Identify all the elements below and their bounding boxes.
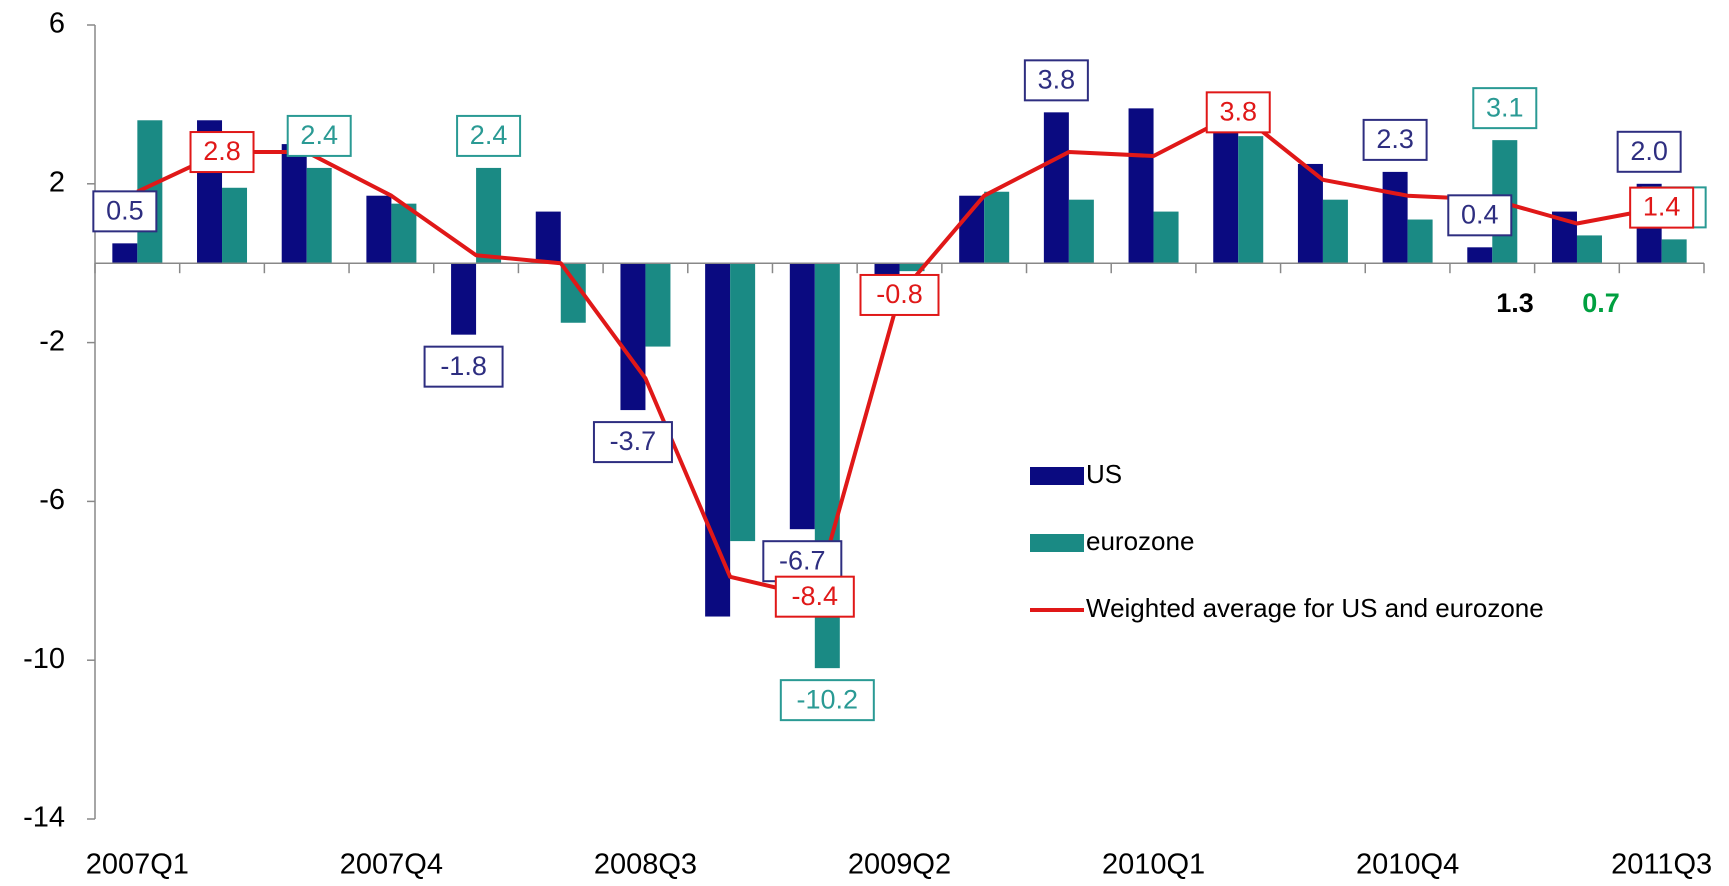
x-tick-label: 2009Q2	[848, 849, 951, 881]
y-tick-label: 6	[49, 8, 65, 40]
value-label-box	[1447, 194, 1513, 237]
value-label: 2.4	[300, 120, 338, 150]
bar	[1043, 112, 1069, 264]
x-tick-label: 2007Q4	[340, 849, 443, 881]
value-label: 3.8	[1219, 96, 1257, 126]
bar	[1661, 239, 1687, 264]
value-label-box	[1362, 118, 1428, 161]
value-label: -6.7	[779, 545, 826, 575]
bar	[1213, 128, 1239, 264]
bar	[1322, 199, 1348, 264]
value-label-box	[779, 679, 875, 722]
value-label: -0.8	[876, 279, 923, 309]
bar	[959, 195, 985, 264]
value-label-box	[1472, 87, 1538, 130]
value-label-box	[456, 114, 522, 157]
legend-label: Weighted average for US and eurozone	[1086, 593, 1544, 623]
bar	[1238, 136, 1264, 264]
y-tick-label: -14	[23, 802, 65, 834]
bar	[1407, 219, 1433, 264]
annotation: 1.3	[1496, 288, 1534, 318]
bar	[366, 195, 392, 264]
legend-label: US	[1086, 459, 1122, 489]
bar	[984, 191, 1010, 264]
bar	[1128, 108, 1154, 264]
y-tick-label: -10	[23, 643, 65, 675]
x-tick-label: 2008Q3	[594, 849, 697, 881]
bar	[1576, 235, 1602, 264]
bar	[535, 211, 561, 264]
bar	[391, 203, 417, 264]
bar	[222, 187, 248, 264]
value-label: -10.2	[797, 684, 859, 714]
value-label: -3.7	[610, 426, 657, 456]
bar	[306, 167, 332, 264]
value-label-box	[286, 114, 352, 157]
value-label: 2.0	[1630, 136, 1668, 166]
y-tick-label: -6	[39, 484, 65, 516]
value-label-box	[1616, 130, 1682, 173]
value-label-box	[1023, 59, 1089, 102]
value-label: 1.4	[1643, 192, 1681, 222]
bar	[705, 263, 731, 617]
value-label-box	[1205, 91, 1271, 134]
legend-swatch	[1030, 534, 1084, 552]
legend-label: eurozone	[1086, 526, 1194, 556]
value-label-box	[1629, 186, 1695, 229]
y-tick-label: 2	[49, 166, 65, 198]
y-tick-label: -2	[39, 325, 65, 357]
value-label-box	[762, 540, 843, 583]
value-label: 0.5	[106, 195, 144, 225]
line	[136, 110, 1663, 599]
value-label: 0.4	[1461, 199, 1499, 229]
bar	[451, 263, 477, 335]
value-label: 2.4	[470, 120, 508, 150]
x-tick-label: 2010Q4	[1356, 849, 1459, 881]
bar	[281, 144, 307, 264]
annotation: 0.7	[1582, 288, 1620, 318]
value-label-box	[774, 575, 855, 618]
bar	[789, 263, 815, 530]
x-tick-label: 2007Q1	[86, 849, 189, 881]
bar	[645, 263, 671, 347]
value-label: 2.3	[1376, 124, 1414, 154]
value-label: 3.1	[1486, 92, 1524, 122]
bar	[1382, 171, 1408, 264]
value-label: 3.8	[1038, 64, 1076, 94]
bar	[476, 167, 502, 264]
bar	[899, 263, 925, 272]
bar	[620, 263, 646, 411]
value-label-box	[592, 421, 673, 464]
legend-swatch	[1030, 467, 1084, 485]
bar	[730, 263, 756, 542]
value-label: -1.8	[440, 351, 487, 381]
bar	[1467, 247, 1493, 264]
value-label-box	[859, 273, 940, 316]
bar	[874, 263, 900, 276]
x-tick-label: 2011Q3	[1611, 849, 1712, 881]
value-label-box	[92, 190, 158, 233]
value-label: 2.8	[203, 136, 241, 166]
bar	[1153, 211, 1179, 264]
value-label-box	[423, 345, 504, 388]
value-label: -8.4	[792, 581, 839, 611]
bar	[1297, 163, 1323, 264]
x-tick-label: 2010Q1	[1102, 849, 1205, 881]
bar	[112, 243, 138, 264]
value-label-box	[189, 131, 255, 174]
bar	[1068, 199, 1094, 264]
